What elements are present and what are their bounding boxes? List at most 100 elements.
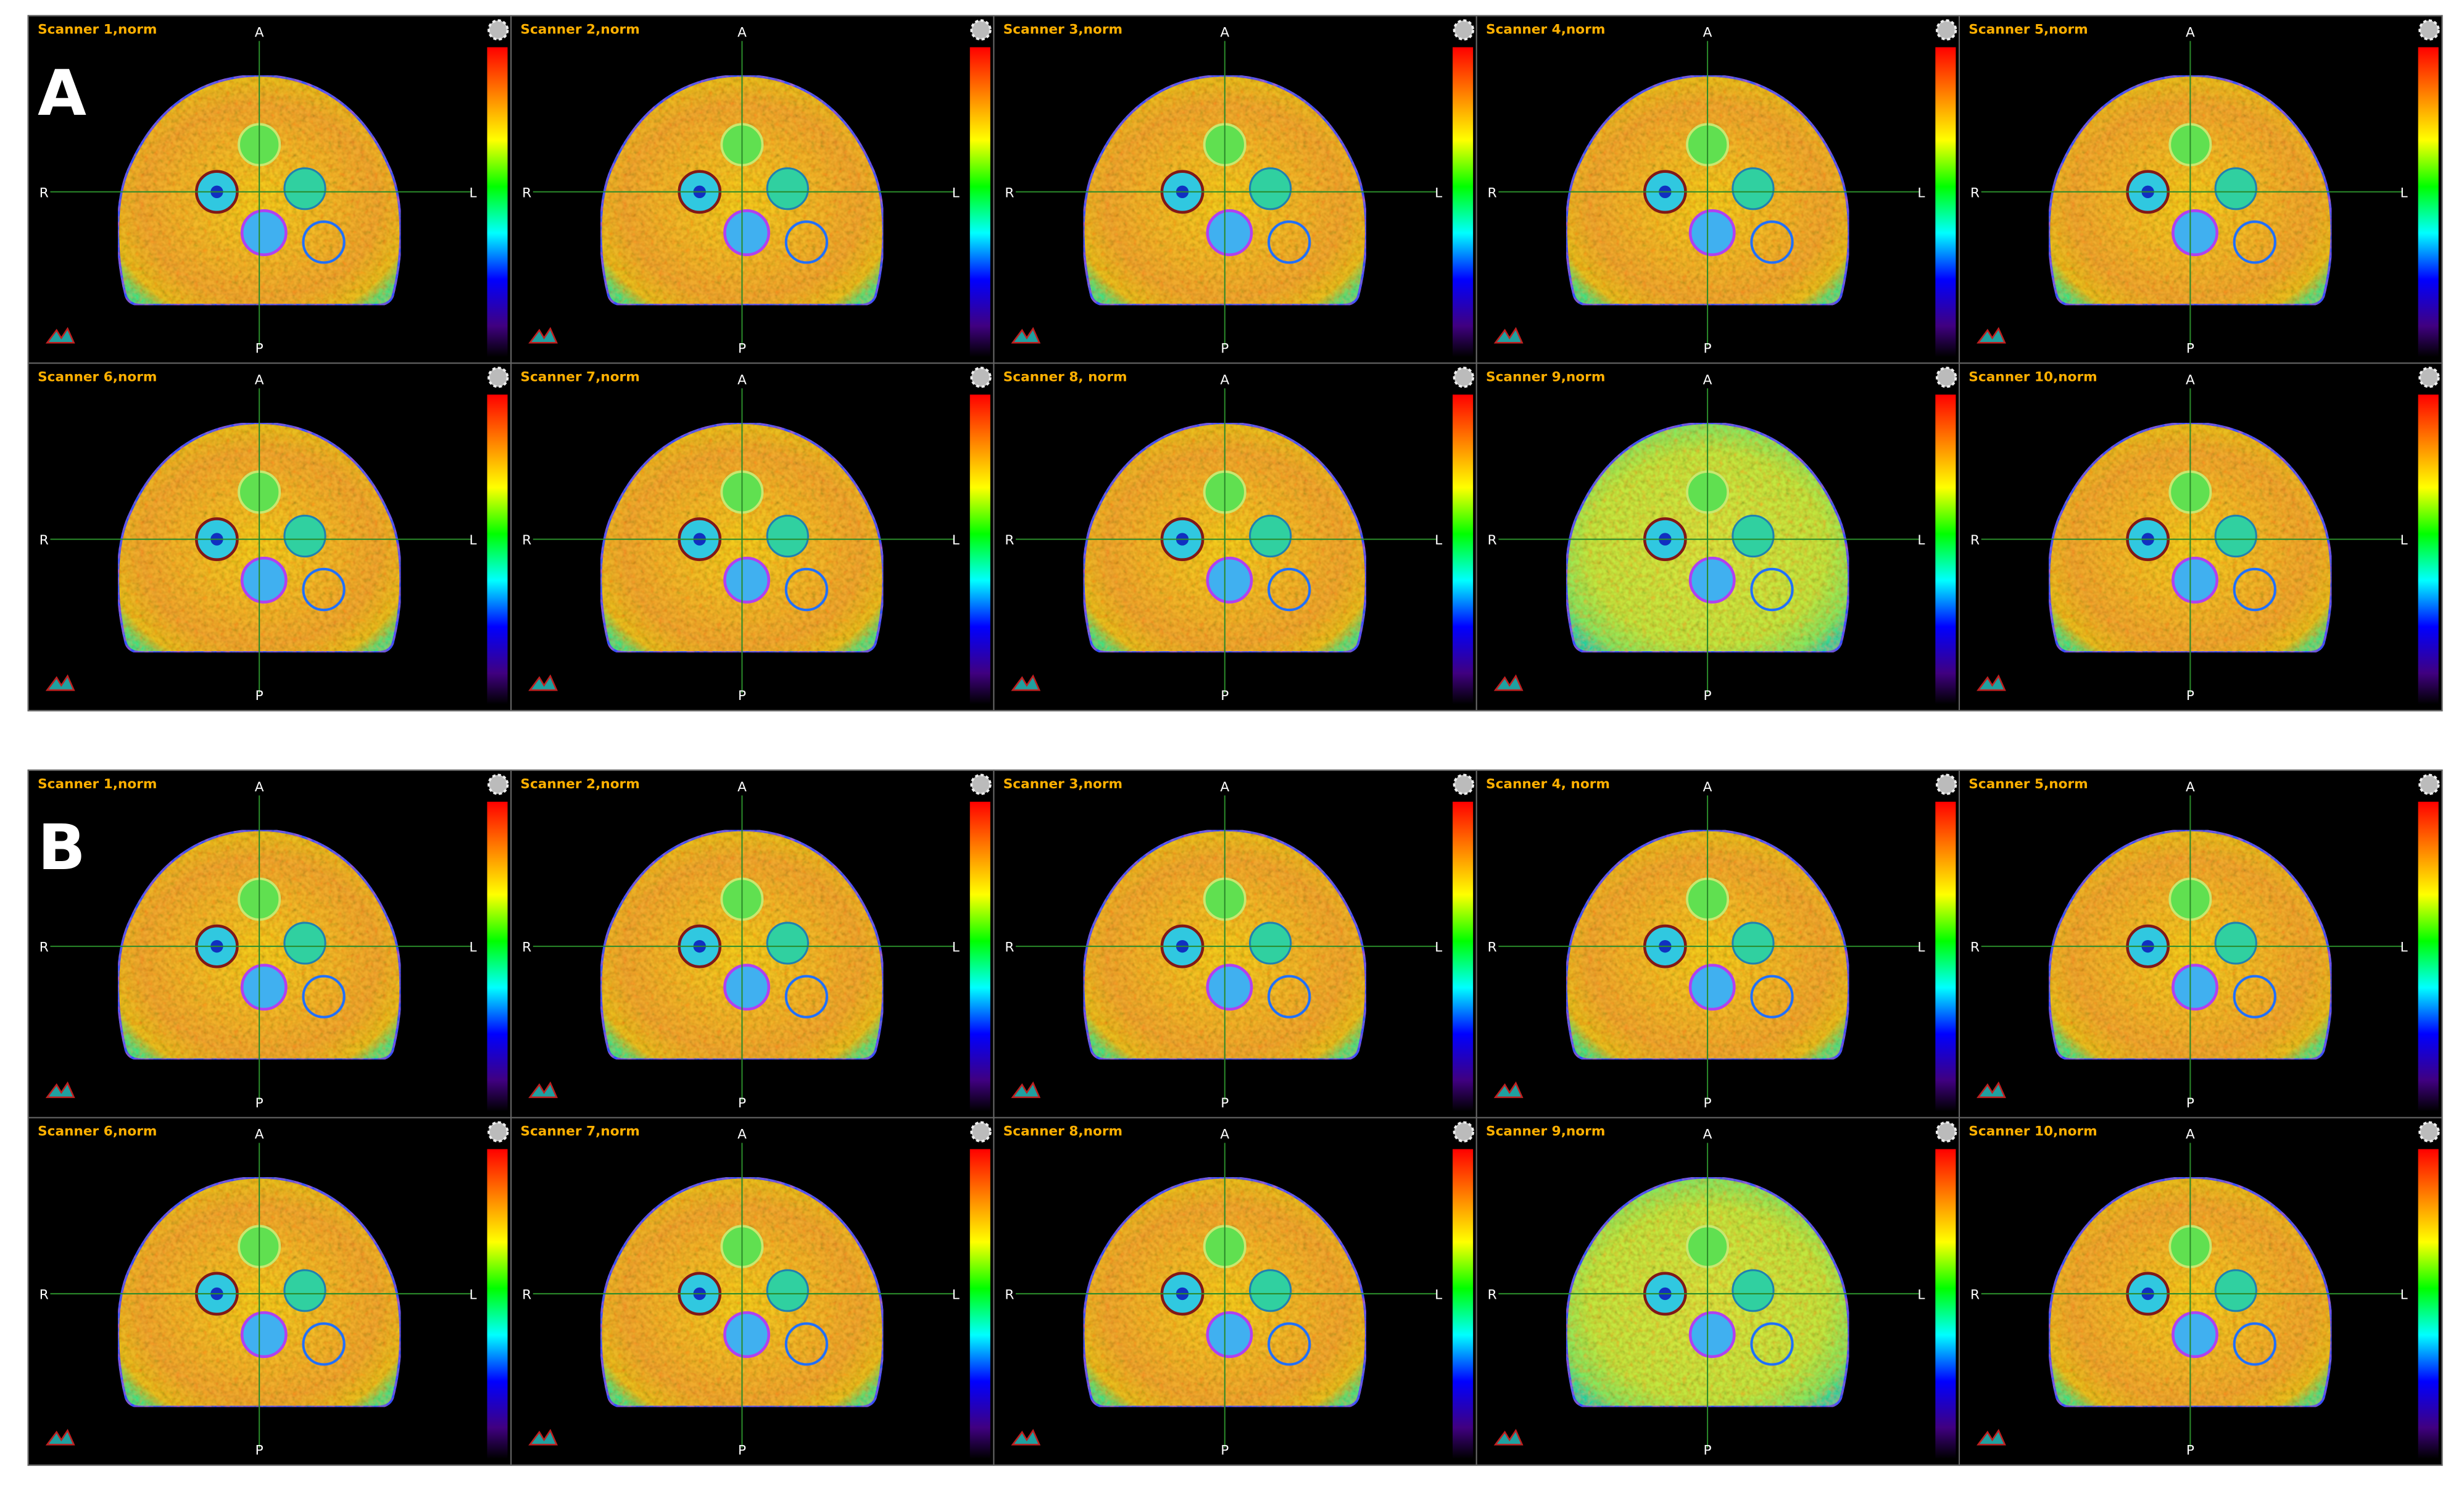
viewport: Scanner 9,norm A P R L (1475, 1117, 1960, 1466)
orientation-label: R (1970, 940, 1980, 956)
settings-icon (2418, 367, 2440, 388)
orientation-label: A (1220, 780, 1229, 795)
orientation-label: A (1703, 25, 1712, 41)
orientation-label: R (1970, 185, 1980, 201)
orientation-label: R (1005, 1287, 1014, 1302)
orientation-label: P (255, 341, 263, 356)
orientation-icon (528, 674, 558, 691)
viewport-title: Scanner 10,norm (1968, 1124, 2097, 1139)
insert-blue (784, 975, 829, 1018)
orientation-icon (45, 1081, 75, 1098)
insert-blob (766, 1269, 809, 1312)
orientation-label: L (469, 533, 476, 548)
colorbar (1453, 1149, 1474, 1459)
orientation-label: L (1917, 940, 1925, 956)
insert-purple (1206, 209, 1253, 256)
orientation-label: P (738, 1096, 746, 1111)
insert-blue (1267, 567, 1311, 612)
orientation-label: P (255, 1096, 263, 1111)
orientation-icon (45, 327, 75, 344)
orientation-label: P (1704, 1443, 1712, 1459)
insert-purple (1206, 556, 1253, 604)
orientation-icon (1493, 1428, 1524, 1446)
viewport: Scanner 9,norm A P R L (1475, 362, 1960, 712)
orientation-label: A (737, 25, 747, 41)
settings-icon (970, 773, 992, 796)
colorbar (2418, 394, 2439, 704)
orientation-label: A (1220, 372, 1229, 388)
orientation-label: A (1703, 780, 1712, 795)
viewport-title: Scanner 8, norm (1003, 369, 1127, 385)
viewport-title: Scanner 7,norm (520, 369, 639, 385)
viewport-title: Scanner 10,norm (1968, 369, 2097, 385)
insert-blob (1249, 514, 1292, 558)
insert-purple (1206, 1311, 1253, 1359)
settings-icon (487, 19, 509, 41)
insert-blob (1732, 1269, 1775, 1312)
orientation-label: L (469, 940, 476, 956)
orientation-label: L (952, 1287, 960, 1302)
orientation-label: A (1220, 25, 1229, 41)
colorbar (1453, 47, 1474, 357)
orientation-label: P (1221, 1443, 1229, 1459)
insert-blob (2214, 922, 2257, 965)
insert-purple (2172, 964, 2218, 1011)
orientation-icon (1011, 1081, 1041, 1098)
orientation-label: A (737, 372, 747, 388)
settings-icon (1453, 1121, 1475, 1143)
colorbar (2418, 801, 2439, 1112)
viewport-title: Scanner 6,norm (38, 1124, 157, 1139)
viewport: Scanner 7,norm A P R L (510, 1117, 995, 1466)
viewport-title: Scanner 7,norm (520, 1124, 639, 1139)
insert-blue (784, 1322, 829, 1366)
viewport-title: Scanner 4,norm (1486, 22, 1605, 37)
viewport-title: Scanner 2,norm (520, 777, 639, 792)
settings-icon (970, 1121, 992, 1143)
insert-blue (1750, 220, 1794, 264)
viewport-title: Scanner 5,norm (1968, 777, 2088, 792)
orientation-icon (1493, 674, 1524, 691)
orientation-label: P (1704, 688, 1712, 704)
orientation-label: A (2186, 780, 2195, 795)
settings-icon (1935, 1121, 1957, 1143)
orientation-icon (528, 327, 558, 344)
panel-label: B (38, 811, 86, 885)
orientation-icon (1493, 327, 1524, 344)
orientation-label: R (522, 185, 531, 201)
orientation-label: L (952, 940, 960, 956)
orientation-label: P (2186, 1096, 2194, 1111)
orientation-label: P (2186, 688, 2194, 704)
colorbar (969, 394, 990, 704)
viewport-title: Scanner 3,norm (1003, 22, 1122, 37)
viewport: Scanner 3,norm A P R L (993, 15, 1477, 364)
orientation-label: R (1970, 533, 1980, 548)
viewport: Scanner 6,norm A P R L (27, 362, 512, 712)
colorbar (487, 47, 508, 357)
orientation-label: L (1917, 533, 1925, 548)
insert-blue (302, 567, 346, 612)
insert-blob (766, 514, 809, 558)
viewport: Scanner 10,norm A P R L (1959, 362, 2443, 712)
colorbar (1935, 1149, 1956, 1459)
orientation-label: P (255, 688, 263, 704)
orientation-icon (1977, 1081, 2006, 1098)
orientation-icon (45, 1428, 75, 1446)
insert-blob (1249, 167, 1292, 210)
insert-blob (283, 1269, 326, 1312)
insert-purple (1688, 964, 1736, 1011)
orientation-label: A (2186, 1127, 2195, 1143)
orientation-label: P (738, 1443, 746, 1459)
orientation-label: A (737, 1127, 747, 1143)
orientation-label: R (1970, 1287, 1980, 1302)
insert-blue (302, 1322, 346, 1366)
orientation-icon (1977, 1428, 2006, 1446)
orientation-label: P (2186, 341, 2194, 356)
orientation-label: R (39, 533, 49, 548)
viewport: Scanner 7,norm A P R L (510, 362, 995, 712)
orientation-label: R (522, 1287, 531, 1302)
orientation-icon (1977, 327, 2006, 344)
insert-purple (1688, 556, 1736, 604)
orientation-label: A (1703, 372, 1712, 388)
